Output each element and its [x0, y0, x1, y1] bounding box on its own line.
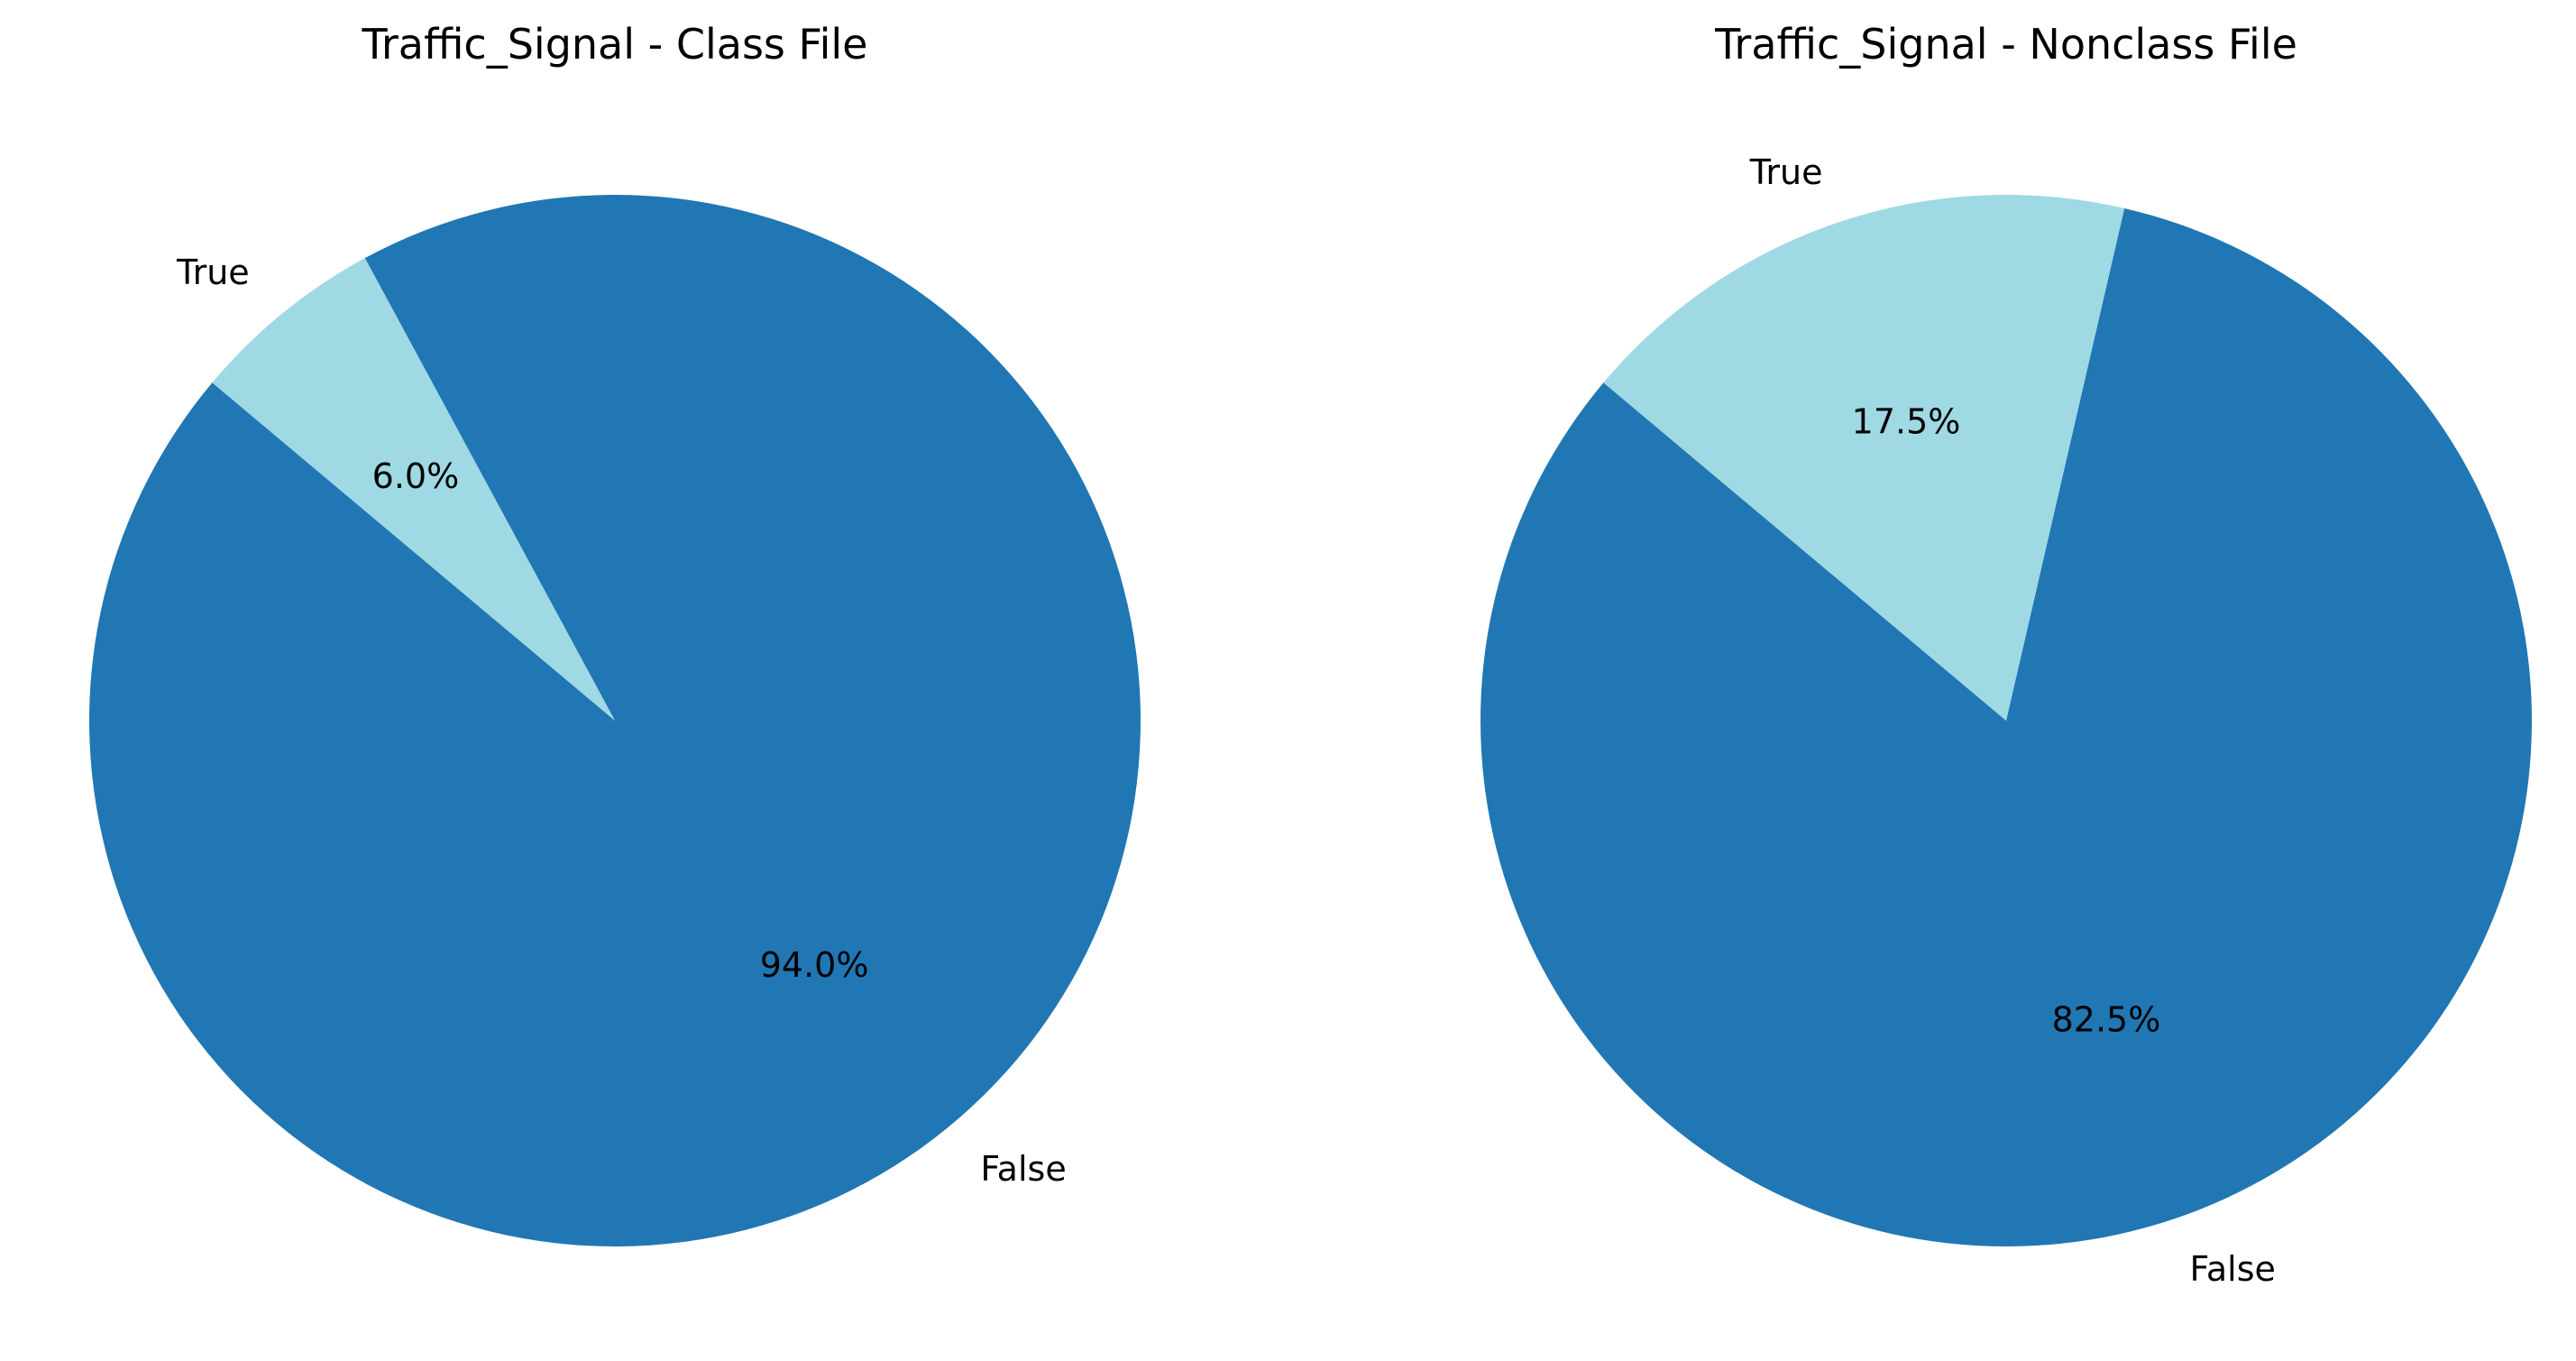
pie-slice-false — [88, 194, 1141, 1247]
pie-slice-true — [1603, 194, 2125, 721]
pie-chart-class-file: Traffic_Signal - Class File 94.0% False 6.… — [88, 20, 1141, 1247]
slice-label-true: True — [176, 253, 250, 292]
slice-label-false: False — [980, 1149, 1066, 1189]
chart-title: Traffic_Signal - Nonclass File — [1714, 20, 2297, 69]
percent-label-true: 6.0% — [372, 456, 460, 496]
percent-label-false: 94.0% — [760, 945, 869, 985]
pie-slice-false — [1481, 207, 2532, 1246]
chart-title: Traffic_Signal - Class File — [362, 20, 868, 69]
pie-chart-nonclass-file: Traffic_Signal - Nonclass File 82.5% Fals… — [1481, 20, 2532, 1289]
percent-label-true: 17.5% — [1852, 401, 1961, 441]
percent-label-false: 82.5% — [2052, 1000, 2161, 1040]
pie-slice-true — [212, 258, 615, 721]
slice-label-true: True — [1749, 152, 1823, 192]
slice-label-false: False — [2189, 1249, 2275, 1289]
